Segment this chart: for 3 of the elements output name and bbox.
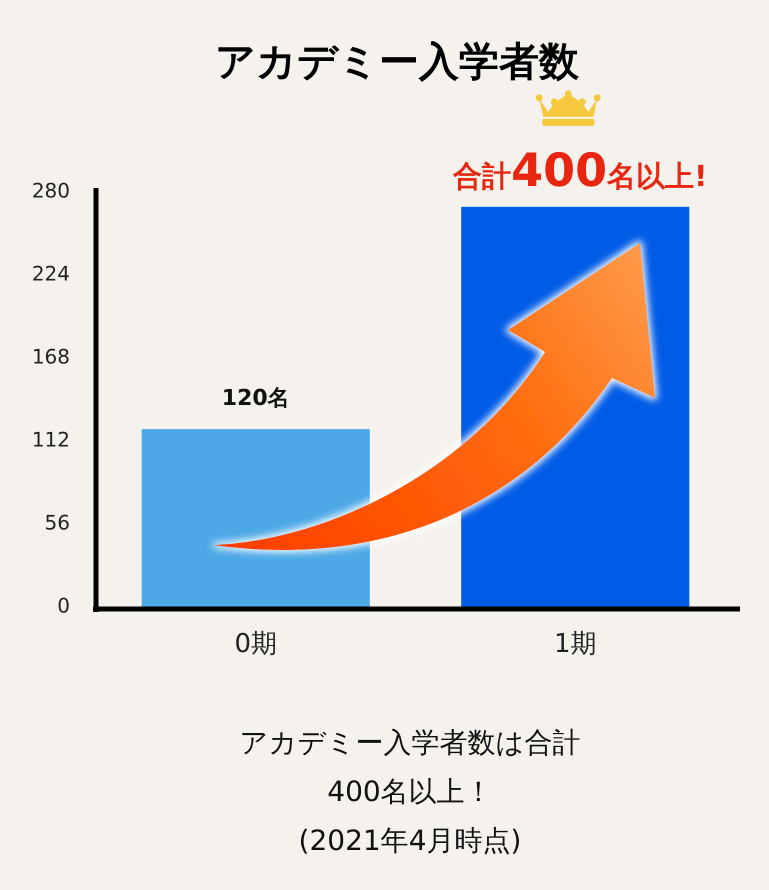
caption: アカデミー入学者数は合計 400名以上！ (2021年4月時点) [240,726,580,857]
annotation: 合計400名以上! [453,142,708,197]
title: アカデミー入学者数 [215,39,579,85]
